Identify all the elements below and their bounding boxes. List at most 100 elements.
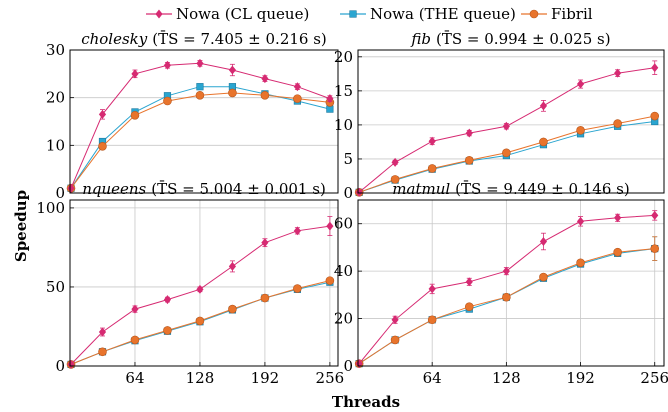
- data-point: [539, 137, 548, 147]
- y-tick-label: 100: [36, 199, 65, 217]
- x-tick-label: 256: [316, 369, 345, 387]
- plot-frame: [69, 199, 339, 367]
- panel-title: cholesky (T̄S = 7.405 ± 0.216 s): [81, 30, 327, 48]
- legend-marker-square: [349, 10, 357, 18]
- panel-title-name: matmul: [392, 180, 450, 198]
- legend: Nowa (CL queue) Nowa (THE queue) Fibril: [146, 5, 593, 23]
- legend-entry-fibril: Fibril: [521, 5, 593, 23]
- data-point: [651, 63, 659, 73]
- x-tick-label: 192: [566, 369, 595, 387]
- legend-label: Fibril: [551, 5, 593, 23]
- data-point: [576, 79, 585, 89]
- series-line: [358, 248, 655, 365]
- y-tick-label: 20: [334, 310, 353, 328]
- series-line: [70, 86, 331, 189]
- data-point: [228, 261, 237, 271]
- data-point: [326, 105, 334, 113]
- legend-marker-diamond: [155, 9, 163, 19]
- series-line: [358, 214, 655, 364]
- data-point: [260, 293, 270, 303]
- data-point: [576, 126, 585, 135]
- data-point: [427, 315, 437, 325]
- series-nowa-cl-queue: [355, 60, 659, 197]
- panel-title-name: fib: [410, 30, 431, 48]
- data-point: [196, 83, 204, 91]
- data-point: [196, 58, 204, 68]
- data-point: [98, 347, 107, 357]
- series-line: [70, 62, 331, 189]
- x-tick-label: 64: [423, 369, 442, 387]
- data-point: [464, 302, 474, 312]
- data-point: [502, 121, 510, 131]
- data-point: [261, 74, 269, 84]
- series-nowa-cl-queue: [67, 58, 334, 193]
- data-point: [163, 326, 172, 335]
- panel-title-stats: (T̄S = 0.994 ± 0.025 s): [436, 30, 611, 48]
- data-point: [539, 272, 548, 282]
- data-point: [391, 157, 399, 167]
- data-point: [228, 65, 237, 75]
- series-nowa-cl-queue: [355, 210, 659, 369]
- panel-fib: fib (T̄S = 0.994 ± 0.025 s) 0 5 10 15 20: [334, 30, 665, 202]
- data-point: [465, 128, 473, 138]
- panel-cholesky: cholesky (T̄S = 7.405 ± 0.216 s) 0 10 20 30: [46, 30, 339, 202]
- panel-title-stats: (T̄S = 7.405 ± 0.216 s): [152, 30, 327, 48]
- data-point: [196, 284, 204, 294]
- data-point: [228, 88, 237, 98]
- panel-matmul: matmul (T̄S = 9.449 ± 0.146 s) 0 20 40 60 64 12…: [334, 180, 668, 387]
- legend-entry-nowa-cl-queue: Nowa (CL queue): [146, 5, 309, 23]
- data-point: [260, 90, 270, 100]
- x-tick-label: 128: [492, 369, 521, 387]
- series-line: [70, 225, 330, 365]
- data-point: [390, 175, 400, 184]
- data-point: [428, 284, 436, 294]
- panels: cholesky (T̄S = 7.405 ± 0.216 s) 0 10 20 30 fi…: [36, 30, 668, 387]
- data-point: [326, 94, 334, 104]
- plot-frame: [357, 49, 665, 194]
- series-line: [358, 248, 655, 365]
- series-fibril: [354, 111, 660, 197]
- data-point: [464, 156, 474, 165]
- data-point: [428, 136, 436, 146]
- data-point: [293, 284, 302, 293]
- panel-title-stats: (T̄S = 5.004 ± 0.001 s): [151, 180, 326, 198]
- data-point: [130, 111, 140, 120]
- series-line: [70, 92, 330, 189]
- data-point: [326, 221, 334, 231]
- data-point: [98, 327, 107, 337]
- data-point: [539, 101, 548, 111]
- data-point: [502, 148, 511, 158]
- plot-frame: [357, 199, 665, 367]
- data-point: [465, 277, 473, 287]
- data-point: [650, 244, 660, 253]
- data-point: [390, 335, 400, 345]
- x-tick-label: 192: [251, 369, 280, 387]
- data-point: [576, 216, 585, 226]
- data-point: [355, 187, 363, 197]
- y-tick-label: 30: [46, 41, 65, 59]
- panel-nqueens: nqueens (T̄S = 5.004 ± 0.001 s) 0 50 100 64 12…: [36, 180, 344, 387]
- data-point: [131, 304, 139, 314]
- data-point: [131, 69, 139, 79]
- data-point: [650, 111, 660, 121]
- data-point: [163, 60, 172, 70]
- series-nowa-the-queue: [355, 236, 659, 368]
- panel-title-name: cholesky: [81, 30, 148, 48]
- plot-frame: [69, 49, 339, 194]
- y-tick-label: 10: [46, 136, 65, 154]
- data-point: [614, 213, 622, 223]
- y-tick-label: 10: [334, 116, 353, 134]
- data-point: [98, 109, 107, 119]
- y-tick-label: 40: [334, 262, 353, 280]
- legend-label: Nowa (CL queue): [176, 5, 309, 23]
- data-point: [427, 164, 437, 173]
- data-point: [67, 183, 75, 193]
- data-point: [261, 238, 269, 248]
- x-tick-label: 64: [125, 369, 144, 387]
- legend-entry-nowa-the-queue: Nowa (THE queue): [340, 5, 516, 23]
- y-tick-label: 0: [343, 184, 353, 202]
- y-tick-label: 15: [334, 82, 353, 100]
- data-point: [163, 295, 172, 305]
- data-point: [98, 141, 107, 151]
